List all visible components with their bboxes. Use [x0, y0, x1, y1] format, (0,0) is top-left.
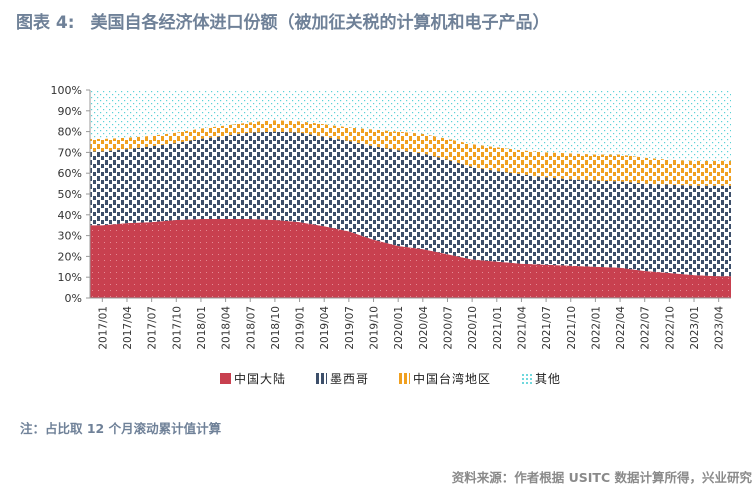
legend-label-mexico: 墨西哥 [330, 372, 370, 386]
x-tick-label: 2017/04 [122, 306, 134, 350]
x-tick-label: 2020/10 [467, 306, 479, 350]
y-tick-label: 60% [58, 167, 82, 180]
x-tick-label: 2018/04 [221, 306, 233, 350]
figure-number: 图表 4: [16, 13, 75, 33]
y-tick-label: 30% [58, 230, 82, 243]
y-tick-label: 90% [58, 105, 82, 118]
area-series-mexico [90, 131, 731, 277]
y-tick-label: 80% [58, 126, 82, 139]
legend-swatch-other [521, 373, 533, 384]
axes: 0% 10% 20% 30% 40% 50% 60% 70% 80% 90% 100% 2017/01… [51, 84, 731, 350]
y-tick-label: 70% [58, 146, 82, 159]
y-tick-label: 20% [58, 250, 82, 263]
y-tick-label: 10% [58, 271, 82, 284]
legend-label-taiwan: 中国台湾地区 [413, 372, 492, 386]
legend-item-other: 其他 [521, 370, 561, 387]
legend: 中国大陆 墨西哥 中国台湾地区 其他 [220, 370, 591, 387]
x-tick-label: 2022/04 [615, 306, 627, 350]
legend-label-china: 中国大陆 [234, 372, 287, 386]
stacked-area-chart: 0% 10% 20% 30% 40% 50% 60% 70% 80% 90% 100% 2017/01… [51, 84, 731, 350]
chart-title: 图表 4: 美国自各经济体进口份额（被加征关税的计算机和电子产品） [16, 8, 550, 33]
x-tick-label: 2022/10 [664, 306, 676, 350]
x-tick-label: 2018/01 [196, 306, 208, 350]
y-tick-label: 100% [51, 84, 82, 97]
area-series-china [90, 219, 731, 298]
x-tick-label: 2017/01 [97, 306, 109, 350]
x-tick-label: 2020/07 [442, 306, 454, 350]
x-tick-label: 2021/01 [492, 306, 504, 350]
legend-swatch-mexico [316, 373, 328, 384]
x-tick-label: 2023/04 [714, 306, 726, 350]
legend-item-china: 中国大陆 [220, 370, 286, 387]
x-tick-label: 2017/10 [171, 306, 183, 350]
x-tick-label: 2020/01 [393, 306, 405, 350]
legend-swatch-taiwan [399, 373, 411, 384]
x-tick-label: 2023/01 [689, 306, 701, 350]
y-tick-label: 40% [58, 209, 82, 222]
x-tick-label: 2019/01 [295, 306, 307, 350]
x-tick-label: 2017/07 [147, 306, 159, 350]
area-series-taiwan [90, 120, 731, 186]
footnote: 注：占比取 12 个月滚动累计值计算 [20, 421, 222, 436]
x-tick-label: 2022/07 [640, 306, 652, 350]
area-series-group [90, 90, 731, 298]
x-tick-label: 2021/07 [541, 306, 553, 350]
x-tick-label: 2019/10 [369, 306, 381, 350]
legend-item-mexico: 墨西哥 [316, 370, 369, 387]
x-tick-label: 2018/10 [270, 306, 282, 350]
x-tick-label: 2018/07 [245, 306, 257, 350]
x-tick-label: 2022/01 [590, 306, 602, 350]
legend-swatch-china [220, 373, 231, 384]
x-tick-label: 2021/10 [566, 306, 578, 350]
x-tick-label: 2021/04 [516, 306, 528, 350]
x-tick-label: 2019/07 [344, 306, 356, 350]
legend-label-other: 其他 [535, 372, 562, 386]
legend-item-taiwan: 中国台湾地区 [399, 370, 491, 387]
figure-title: 美国自各经济体进口份额（被加征关税的计算机和电子产品） [90, 13, 550, 33]
x-tick-label: 2020/04 [418, 306, 430, 350]
x-tick-label: 2019/04 [319, 306, 331, 350]
y-tick-label: 50% [58, 188, 82, 201]
y-tick-label: 0% [65, 292, 82, 305]
area-series-other [90, 90, 731, 161]
source-text: 资料来源：作者根据 USITC 数据计算所得，兴业研究 [451, 470, 752, 485]
